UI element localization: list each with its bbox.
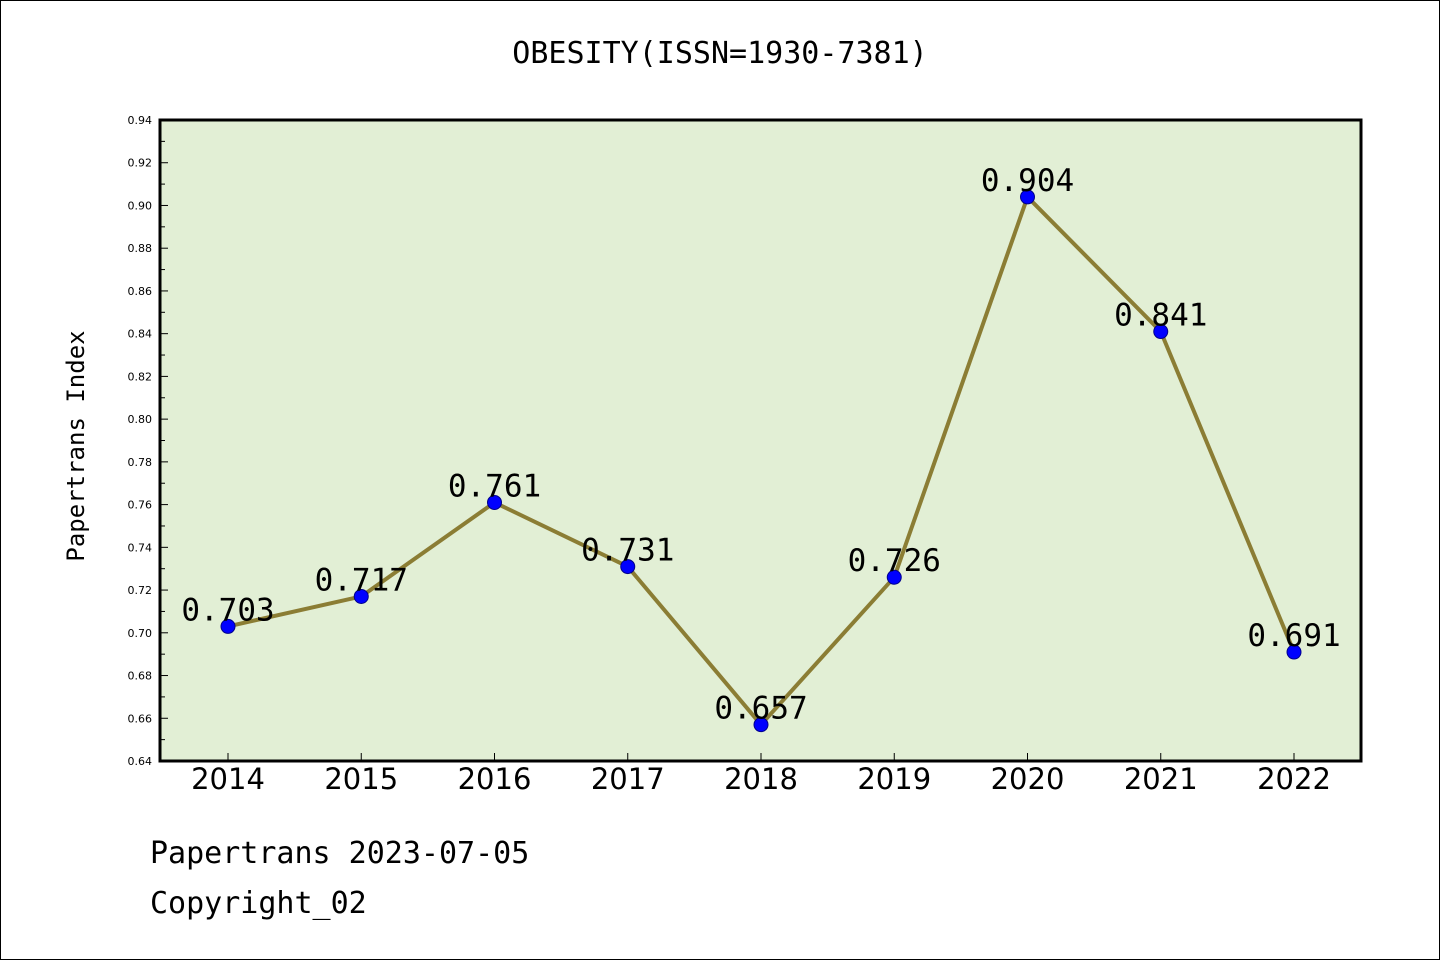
data-point xyxy=(620,559,636,575)
y-tick-label: 0.86 xyxy=(128,285,153,298)
data-label: 0.717 xyxy=(315,562,408,598)
data-point xyxy=(886,569,902,585)
data-label: 0.731 xyxy=(581,533,674,569)
plot-area xyxy=(160,120,1361,761)
data-point xyxy=(1020,189,1035,205)
footer-copyright: Copyright_02 xyxy=(150,886,367,921)
x-axis: 2014 2015 2016 2017 2018 2019 2020 2021 2022 xyxy=(191,753,1331,796)
x-tick-label: 2017 xyxy=(591,762,665,796)
y-tick-label: 0.64 xyxy=(128,755,153,768)
data-point xyxy=(220,618,236,634)
x-tick-label: 2022 xyxy=(1257,762,1331,796)
data-label: 0.657 xyxy=(714,691,807,727)
y-axis: 0.64 0.66 0.68 0.70 0.72 0.74 0.76 0.78 0.80 0.82… xyxy=(128,114,168,768)
x-tick-label: 2016 xyxy=(458,762,532,796)
data-point xyxy=(1153,324,1169,340)
x-tick-label: 2019 xyxy=(857,762,931,796)
data-point xyxy=(353,588,369,604)
x-tick-label: 2014 xyxy=(191,762,265,796)
y-tick-label: 0.70 xyxy=(128,627,153,640)
data-point xyxy=(487,494,502,510)
y-tick-label: 0.94 xyxy=(128,114,153,127)
x-tick-label: 2020 xyxy=(991,762,1065,796)
y-tick-label: 0.74 xyxy=(128,541,153,554)
x-tick-label: 2015 xyxy=(324,762,398,796)
y-tick-label: 0.78 xyxy=(128,456,153,469)
y-tick-label: 0.82 xyxy=(128,370,153,383)
data-label: 0.703 xyxy=(181,592,274,628)
x-tick-label: 2021 xyxy=(1124,762,1198,796)
data-point xyxy=(753,717,769,733)
y-tick-label: 0.84 xyxy=(128,328,153,341)
y-tick-label: 0.72 xyxy=(128,584,153,597)
data-label: 0.726 xyxy=(848,543,941,579)
y-tick-label: 0.88 xyxy=(128,242,153,255)
data-labels: 0.703 0.717 0.761 0.731 0.657 0.726 0.904 0.841… xyxy=(181,163,1340,727)
data-label: 0.841 xyxy=(1114,298,1207,334)
y-tick-label: 0.76 xyxy=(128,499,153,512)
y-tick-label: 0.92 xyxy=(128,157,153,170)
data-label: 0.691 xyxy=(1247,618,1340,654)
chart-title: OBESITY(ISSN=1930-7381) xyxy=(512,36,928,71)
data-points xyxy=(220,189,1302,733)
data-label: 0.904 xyxy=(981,163,1074,199)
y-tick-label: 0.66 xyxy=(128,712,153,725)
x-tick-label: 2018 xyxy=(724,762,798,796)
y-tick-label: 0.90 xyxy=(128,199,153,212)
data-label: 0.761 xyxy=(448,468,541,504)
y-tick-label: 0.80 xyxy=(128,413,153,426)
y-tick-label: 0.68 xyxy=(128,670,153,683)
footer-source: Papertrans 2023-07-05 xyxy=(150,836,530,871)
data-point xyxy=(1286,644,1302,660)
plot-border xyxy=(158,118,1363,763)
